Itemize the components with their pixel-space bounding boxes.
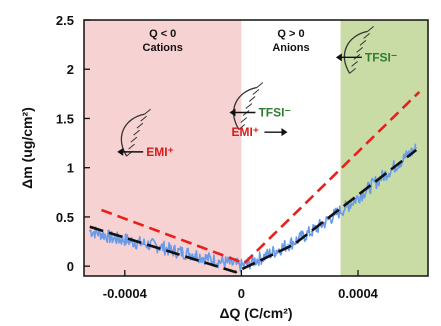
red-fit-line [101,90,421,265]
region-title-1: Q > 0 [277,28,304,40]
electrode-curve [343,30,368,74]
ion-illustrations: EMI⁺ TFSI⁻ EMI⁺ TFSI⁻ [117,26,397,159]
measured-point [217,260,219,263]
region-subtitle-1: Anions [272,42,309,54]
measured-point [112,237,114,240]
electrode-hatch [256,82,264,88]
ion-label-3: TFSI⁻ [365,50,397,64]
series-layer [89,90,421,274]
region-labels: Q < 0 Cations Q > 0 Anions [143,28,310,54]
measured-point [193,253,196,256]
ion-label-0: EMI⁺ [146,145,174,159]
electrode-hatch [349,68,356,74]
y-tick-label: 0 [67,259,74,274]
measured-point [124,238,126,241]
electrode-hatch [136,122,144,129]
electrode-hatch [248,96,256,102]
measured-point [89,229,91,232]
electrode-hatch [356,47,363,53]
y-tick-label: 2 [67,62,74,77]
measured-point [403,157,406,159]
y-tick-label: 2.5 [56,13,74,28]
electrode-sketch-1 [233,82,264,130]
x-axis-label: ΔQ (C/cm²) [219,305,292,321]
measured-point [415,147,418,149]
measured-point [287,243,289,246]
measured-point [205,257,208,260]
region-subtitle-0: Cations [143,42,183,54]
electrode-hatch [133,129,140,136]
electrode-hatch [363,33,370,39]
region-1 [241,20,341,276]
arrowhead-left-icon [229,108,236,117]
black-fit-line [89,148,418,274]
electrode-hatch [130,136,138,143]
electrode-hatch [128,143,135,150]
measured-point [100,232,103,235]
electrode-hatch [245,103,253,109]
arrowhead-left-icon [335,53,342,62]
electrode-curve [120,113,145,157]
y-tick-label: 1.5 [56,111,74,126]
measured-point [345,206,348,208]
electrode-hatch [140,115,147,122]
measured-point [182,251,184,254]
electrode-sketch-2 [343,26,374,74]
electrode-hatch [367,26,374,32]
electrode-hatch [144,108,151,115]
x-tick-label: 0 [238,286,245,301]
electrode-hatch [359,40,367,46]
measured-point [357,196,359,199]
ion-label-2: EMI⁺ [231,125,259,139]
measured-point [310,230,313,233]
plot-border [83,19,429,277]
x-tick-label: 0.0004 [338,286,379,301]
electrode-sketch-0 [120,108,151,157]
y-tick-label: 1 [67,161,74,176]
measured-point [228,262,231,265]
measured-point [240,265,243,267]
y-axis-label: Δm (ug/cm²) [19,107,35,189]
y-tick-label: 0.5 [56,210,74,225]
measured-point [275,249,278,252]
x-tick-label: -0.0004 [103,286,148,301]
region-2 [340,20,428,276]
region-title-0: Q < 0 [149,28,176,40]
arrowhead-right-icon [281,128,288,137]
electrode-hatch [238,124,246,130]
measured-point [252,260,254,263]
ion-label-1: TFSI⁻ [258,105,290,119]
electrode-hatch [252,89,260,95]
electrode-hatch [240,117,248,123]
electrode-hatch [351,61,358,67]
measured-trace [89,143,417,273]
electrode-curve [233,86,258,130]
plot-frame [83,19,429,277]
arrowhead-left-icon [117,147,124,156]
measured-point [158,245,161,248]
tick-layer: 0 0.5 1 1.5 2 2.5 -0.0004 0 0.0004 [56,13,379,301]
